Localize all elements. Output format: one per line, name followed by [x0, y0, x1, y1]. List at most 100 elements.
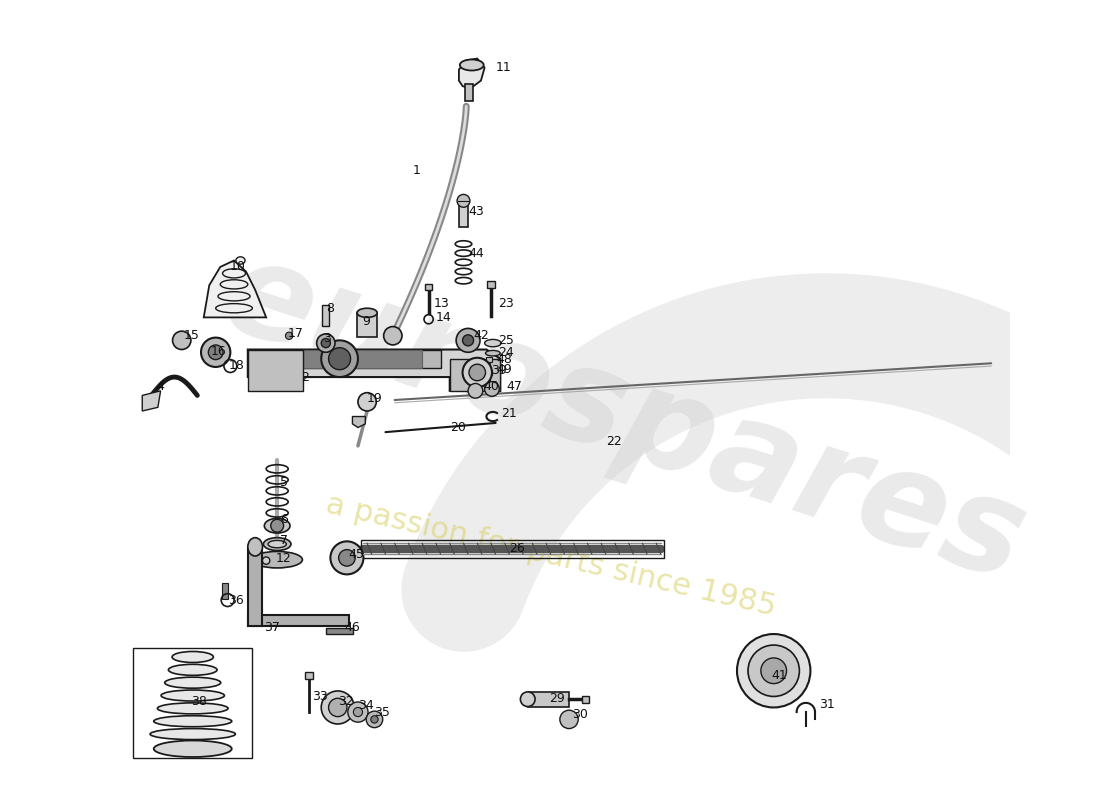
Circle shape	[463, 335, 474, 346]
Circle shape	[321, 691, 354, 724]
Ellipse shape	[168, 664, 217, 675]
Ellipse shape	[220, 280, 248, 289]
Ellipse shape	[157, 703, 228, 714]
Bar	[459, 202, 469, 227]
Text: 23: 23	[498, 297, 514, 310]
Circle shape	[329, 698, 346, 717]
Circle shape	[485, 382, 499, 396]
Circle shape	[737, 634, 811, 707]
Polygon shape	[459, 58, 485, 88]
Circle shape	[463, 358, 492, 387]
Circle shape	[469, 364, 485, 381]
Bar	[425, 284, 432, 290]
Text: 24: 24	[498, 346, 514, 358]
Circle shape	[329, 348, 351, 370]
Circle shape	[761, 658, 786, 684]
Circle shape	[201, 338, 230, 367]
Circle shape	[285, 332, 293, 339]
Text: 7: 7	[279, 534, 288, 547]
Text: 15: 15	[184, 330, 199, 342]
Text: a passion for parts since 1985: a passion for parts since 1985	[322, 490, 779, 622]
Bar	[487, 281, 495, 287]
Bar	[322, 306, 330, 326]
Ellipse shape	[460, 59, 484, 70]
Text: 16: 16	[211, 345, 227, 358]
Ellipse shape	[485, 350, 501, 356]
Polygon shape	[248, 547, 262, 626]
Circle shape	[317, 334, 336, 352]
Polygon shape	[204, 261, 266, 318]
Circle shape	[348, 702, 369, 722]
Ellipse shape	[268, 541, 286, 548]
Ellipse shape	[485, 339, 502, 346]
Polygon shape	[248, 614, 349, 626]
Text: 14: 14	[436, 311, 452, 324]
Circle shape	[271, 519, 284, 532]
Circle shape	[208, 345, 223, 360]
Ellipse shape	[154, 741, 232, 757]
Bar	[465, 84, 473, 101]
Text: 29: 29	[549, 692, 564, 705]
Circle shape	[321, 338, 330, 348]
Circle shape	[330, 542, 363, 574]
Text: 40: 40	[484, 380, 499, 393]
Ellipse shape	[150, 729, 235, 739]
Text: 12: 12	[275, 552, 292, 566]
Ellipse shape	[252, 551, 302, 568]
Text: 1: 1	[412, 164, 421, 177]
Circle shape	[353, 707, 363, 717]
Circle shape	[456, 329, 480, 352]
Ellipse shape	[263, 538, 290, 550]
Text: 31: 31	[818, 698, 835, 711]
Circle shape	[339, 550, 355, 566]
Text: 35: 35	[374, 706, 390, 718]
Ellipse shape	[165, 677, 221, 688]
Text: 17: 17	[287, 326, 304, 339]
Ellipse shape	[218, 292, 250, 301]
Text: 47: 47	[507, 380, 522, 393]
Circle shape	[371, 716, 378, 723]
Ellipse shape	[264, 518, 290, 533]
Text: 37: 37	[264, 621, 280, 634]
Ellipse shape	[172, 651, 213, 662]
Text: 25: 25	[498, 334, 514, 347]
Text: 10: 10	[230, 261, 245, 274]
Bar	[222, 582, 228, 599]
Polygon shape	[450, 358, 500, 391]
Polygon shape	[302, 350, 422, 368]
Circle shape	[469, 383, 483, 398]
Text: 22: 22	[606, 435, 621, 448]
Ellipse shape	[222, 269, 245, 278]
Ellipse shape	[520, 692, 535, 706]
Text: 48: 48	[496, 353, 513, 366]
Bar	[358, 313, 377, 337]
Polygon shape	[248, 350, 302, 391]
Ellipse shape	[358, 308, 377, 318]
Ellipse shape	[263, 557, 270, 564]
Text: 8: 8	[326, 302, 333, 314]
Text: 18: 18	[229, 358, 244, 372]
Circle shape	[358, 393, 376, 411]
Text: 42: 42	[474, 330, 490, 342]
Polygon shape	[142, 391, 161, 411]
Text: 41: 41	[771, 669, 786, 682]
Ellipse shape	[161, 690, 224, 701]
Text: 33: 33	[312, 690, 328, 703]
Text: 30: 30	[572, 708, 587, 722]
Text: 44: 44	[469, 246, 484, 260]
Bar	[486, 358, 493, 362]
Circle shape	[748, 645, 800, 697]
Text: 19: 19	[367, 392, 383, 405]
Bar	[582, 695, 590, 703]
Ellipse shape	[248, 538, 263, 556]
Bar	[133, 648, 252, 758]
Text: 20: 20	[450, 421, 465, 434]
Text: 9: 9	[363, 315, 371, 329]
Text: 36: 36	[228, 594, 243, 606]
Text: 5: 5	[279, 476, 288, 489]
Circle shape	[366, 711, 383, 728]
Text: 4: 4	[156, 380, 164, 393]
Text: 49: 49	[496, 363, 513, 376]
Circle shape	[458, 194, 470, 207]
Text: 21: 21	[502, 407, 517, 420]
